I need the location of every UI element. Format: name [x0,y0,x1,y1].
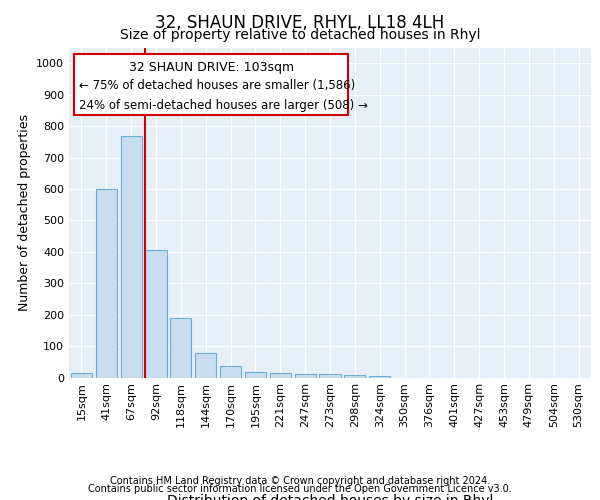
Text: Contains HM Land Registry data © Crown copyright and database right 2024.: Contains HM Land Registry data © Crown c… [110,476,490,486]
Text: 32, SHAUN DRIVE, RHYL, LL18 4LH: 32, SHAUN DRIVE, RHYL, LL18 4LH [155,14,445,32]
Bar [220,366,241,378]
Text: 24% of semi-detached houses are larger (508) →: 24% of semi-detached houses are larger (… [79,98,368,112]
Bar [270,373,291,378]
Bar [71,373,92,378]
Y-axis label: Number of detached properties: Number of detached properties [17,114,31,311]
Text: 32 SHAUN DRIVE: 103sqm: 32 SHAUN DRIVE: 103sqm [128,62,294,74]
Bar [319,374,341,378]
Text: Contains public sector information licensed under the Open Government Licence v3: Contains public sector information licen… [88,484,512,494]
Bar [145,250,167,378]
Bar [369,376,390,378]
Text: Size of property relative to detached houses in Rhyl: Size of property relative to detached ho… [120,28,480,42]
Bar [195,353,216,378]
X-axis label: Distribution of detached houses by size in Rhyl: Distribution of detached houses by size … [167,494,493,500]
Bar [121,136,142,378]
Bar [96,189,117,378]
Text: ← 75% of detached houses are smaller (1,586): ← 75% of detached houses are smaller (1,… [79,79,356,92]
Bar [295,374,316,378]
Bar [245,372,266,378]
FancyBboxPatch shape [74,54,348,115]
Bar [170,318,191,378]
Bar [344,375,365,378]
